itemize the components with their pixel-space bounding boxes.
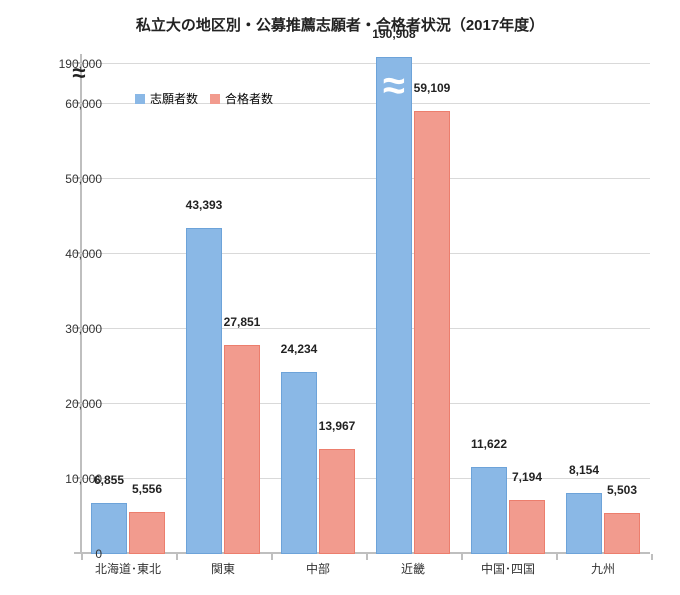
bar-accepted: [414, 111, 450, 554]
bar-applicants: [376, 57, 412, 554]
legend: 志願者数 合格者数: [135, 90, 273, 107]
x-category-label: 関東: [211, 560, 235, 577]
legend-item: 合格者数: [210, 90, 273, 107]
x-tick-mark: [176, 554, 178, 560]
bar-value-label: 13,967: [319, 419, 356, 433]
grid-line: [80, 328, 650, 329]
grid-line: [80, 478, 650, 479]
legend-item: 志願者数: [135, 90, 198, 107]
x-category-label: 中部: [306, 560, 330, 577]
bar-value-label: 8,154: [569, 463, 599, 477]
bar-value-label: 24,234: [281, 342, 318, 356]
bar-value-label: 11,622: [471, 437, 507, 451]
grid-line: [80, 178, 650, 179]
x-tick-mark: [461, 554, 463, 560]
legend-swatch: [210, 94, 220, 104]
bar-value-label: 5,503: [607, 483, 637, 497]
bar-value-label: 43,393: [186, 198, 223, 212]
x-tick-mark: [651, 554, 653, 560]
bar-value-label: 27,851: [224, 315, 261, 329]
legend-swatch: [135, 94, 145, 104]
y-tick-label: 190,000: [47, 57, 102, 71]
legend-label: 合格者数: [225, 90, 273, 107]
bar-value-label: 59,109: [414, 81, 451, 95]
bar-value-label: 7,194: [512, 470, 542, 484]
chart-title: 私立大の地区別・公募推薦志願者・合格者状況（2017年度）: [0, 14, 680, 35]
grid-line: [80, 403, 650, 404]
grid-line: [80, 63, 650, 64]
chart-container: 私立大の地区別・公募推薦志願者・合格者状況（2017年度） ≈6,8555,55…: [0, 0, 680, 595]
x-category-label: 近畿: [401, 560, 425, 577]
x-tick-mark: [366, 554, 368, 560]
plot-area: ≈6,8555,556北海道･東北43,39327,851関東24,23413,…: [80, 54, 650, 554]
y-tick-label: 20,000: [47, 397, 102, 411]
bar-accepted: [509, 500, 545, 554]
x-category-label: 中国･四国: [481, 560, 535, 577]
y-tick-label: 0: [47, 547, 102, 561]
x-tick-mark: [556, 554, 558, 560]
grid-line: [80, 253, 650, 254]
bar-accepted: [129, 512, 165, 554]
x-category-label: 北海道･東北: [95, 560, 161, 577]
x-tick-mark: [271, 554, 273, 560]
bar-value-label: 5,556: [132, 482, 162, 496]
legend-label: 志願者数: [150, 90, 198, 107]
bar-applicants: [186, 228, 222, 554]
bar-accepted: [224, 345, 260, 554]
bar-applicants: [471, 467, 507, 554]
y-tick-label: 30,000: [47, 322, 102, 336]
bar-accepted: [319, 449, 355, 554]
bar-applicants: [281, 372, 317, 554]
y-tick-label: 60,000: [47, 97, 102, 111]
x-category-label: 九州: [591, 560, 615, 577]
bar-accepted: [604, 513, 640, 554]
y-tick-label: 50,000: [47, 172, 102, 186]
y-tick-label: 10,000: [47, 472, 102, 486]
y-tick-label: 40,000: [47, 247, 102, 261]
bar-applicants: [566, 493, 602, 554]
bar-value-label: 190,908: [372, 27, 415, 41]
